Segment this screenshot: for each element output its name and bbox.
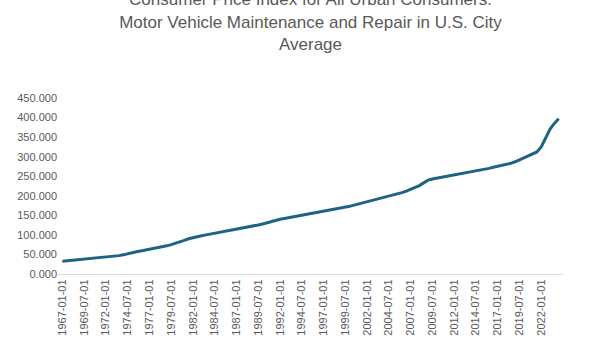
svg-text:1989-07-01: 1989-07-01 <box>252 279 264 335</box>
svg-text:1974-07-01: 1974-07-01 <box>121 279 133 335</box>
svg-text:2017-01-01: 2017-01-01 <box>491 279 503 335</box>
svg-text:300.000: 300.000 <box>17 151 57 163</box>
svg-text:2019-07-01: 2019-07-01 <box>513 279 525 335</box>
svg-text:1992-01-01: 1992-01-01 <box>274 279 286 335</box>
svg-text:2007-01-01: 2007-01-01 <box>404 279 416 335</box>
svg-text:350.000: 350.000 <box>17 131 57 143</box>
svg-text:1972-01-01: 1972-01-01 <box>99 279 111 335</box>
svg-text:100.000: 100.000 <box>17 229 57 241</box>
svg-text:2009-07-01: 2009-07-01 <box>426 279 438 335</box>
svg-text:0.000: 0.000 <box>29 268 57 280</box>
svg-text:2022-01-01: 2022-01-01 <box>535 279 547 335</box>
svg-text:200.000: 200.000 <box>17 190 57 202</box>
svg-text:1967-01-01: 1967-01-01 <box>56 279 68 335</box>
svg-text:2004-07-01: 2004-07-01 <box>382 279 394 335</box>
svg-text:1994-07-01: 1994-07-01 <box>295 279 307 335</box>
svg-text:1977-01-01: 1977-01-01 <box>143 279 155 335</box>
svg-text:1987-01-01: 1987-01-01 <box>230 279 242 335</box>
svg-text:1984-07-01: 1984-07-01 <box>208 279 220 335</box>
svg-text:1969-07-01: 1969-07-01 <box>78 279 90 335</box>
svg-text:2014-07-01: 2014-07-01 <box>470 279 482 335</box>
svg-text:1997-01-01: 1997-01-01 <box>317 279 329 335</box>
svg-text:150.000: 150.000 <box>17 209 57 221</box>
svg-text:250.000: 250.000 <box>17 170 57 182</box>
svg-text:450.000: 450.000 <box>17 92 57 104</box>
svg-text:400.000: 400.000 <box>17 111 57 123</box>
svg-text:1999-07-01: 1999-07-01 <box>339 279 351 335</box>
svg-text:Consumer Price Index for All U: Consumer Price Index for All Urban Consu… <box>119 0 502 54</box>
svg-text:2012-01-01: 2012-01-01 <box>448 279 460 335</box>
svg-text:1982-01-01: 1982-01-01 <box>187 279 199 335</box>
svg-text:1979-07-01: 1979-07-01 <box>165 279 177 335</box>
svg-text:2002-01-01: 2002-01-01 <box>361 279 373 335</box>
svg-text:50.000: 50.000 <box>23 248 57 260</box>
